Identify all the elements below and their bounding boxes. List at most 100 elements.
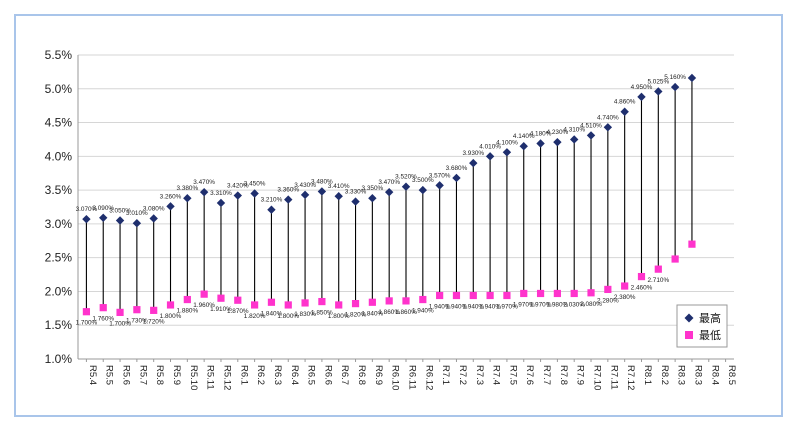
low-point bbox=[536, 289, 545, 298]
high-data-label: 3.310% bbox=[210, 190, 232, 197]
x-tick-label: R6.12 bbox=[423, 365, 434, 390]
low-point bbox=[688, 240, 696, 248]
low-data-label: 2.380% bbox=[614, 294, 636, 301]
high-data-label: 3.930% bbox=[462, 150, 484, 157]
low-data-label: 2.710% bbox=[647, 277, 669, 284]
y-tick-label: 3.0% bbox=[45, 217, 73, 231]
high-data-label: 3.210% bbox=[261, 197, 283, 204]
x-tick-label: R8.2 bbox=[659, 365, 670, 385]
high-point bbox=[670, 82, 680, 92]
low-point bbox=[335, 301, 343, 309]
x-tick-label: R7.3 bbox=[474, 365, 485, 385]
high-data-label: 3.680% bbox=[446, 165, 468, 172]
low-point bbox=[553, 289, 561, 298]
high-data-label: 4.950% bbox=[631, 84, 653, 91]
high-point bbox=[199, 187, 209, 197]
high-point bbox=[519, 142, 528, 151]
low-point bbox=[301, 299, 309, 307]
low-point bbox=[200, 290, 208, 298]
high-point bbox=[334, 191, 343, 201]
x-tick-label: R6.3 bbox=[272, 365, 283, 385]
high-point bbox=[435, 181, 444, 190]
high-data-label: 4.860% bbox=[614, 99, 636, 106]
low-point bbox=[503, 291, 511, 300]
low-data-label: 1.730% bbox=[126, 318, 148, 325]
x-tick-label: R5.9 bbox=[171, 365, 182, 385]
low-point bbox=[486, 291, 494, 300]
low-point bbox=[469, 291, 477, 300]
legend-high-label: 最高 bbox=[699, 311, 721, 325]
high-point bbox=[250, 189, 259, 198]
high-point bbox=[384, 187, 394, 197]
low-data-label: 1.940% bbox=[412, 308, 434, 315]
low-point bbox=[234, 296, 242, 304]
high-data-label: 4.180% bbox=[530, 130, 552, 137]
high-point bbox=[132, 219, 142, 228]
high-point bbox=[351, 197, 360, 206]
x-tick-label: R7.9 bbox=[575, 365, 586, 385]
high-point bbox=[115, 216, 125, 225]
y-tick-label: 4.0% bbox=[45, 149, 73, 163]
low-point bbox=[150, 306, 158, 314]
x-tick-label: R7.5 bbox=[507, 365, 518, 385]
x-tick-label: R6.7 bbox=[339, 365, 350, 385]
low-point bbox=[452, 291, 461, 300]
x-tick-label: R7.11 bbox=[608, 365, 619, 390]
high-data-label: 3.080% bbox=[143, 205, 165, 212]
high-point bbox=[586, 131, 596, 140]
y-tick-label: 5.5% bbox=[45, 48, 73, 62]
low-point bbox=[604, 285, 612, 294]
low-data-label: 1.870% bbox=[227, 308, 249, 315]
low-data-label: 1.850% bbox=[311, 310, 333, 317]
x-tick-label: R5.10 bbox=[188, 365, 199, 390]
x-tick-label: R8.3 bbox=[692, 365, 703, 385]
low-data-label: 1.830% bbox=[294, 311, 316, 318]
high-data-label: 3.350% bbox=[362, 185, 384, 192]
high-data-label: 4.740% bbox=[597, 114, 619, 121]
low-point bbox=[587, 289, 595, 297]
high-data-label: 5.025% bbox=[647, 78, 669, 85]
low-data-label: 2.030% bbox=[563, 301, 585, 308]
low-point bbox=[436, 291, 444, 300]
high-point bbox=[620, 107, 629, 116]
low-data-label: 1.820% bbox=[244, 313, 266, 320]
high-point bbox=[637, 92, 646, 102]
low-point bbox=[318, 297, 326, 306]
x-tick-label: R7.8 bbox=[558, 365, 569, 385]
high-point bbox=[183, 194, 192, 203]
high-point bbox=[216, 198, 226, 208]
high-data-label: 4.230% bbox=[547, 129, 569, 136]
x-tick-label: R8.5 bbox=[726, 365, 737, 385]
high-point bbox=[570, 135, 579, 144]
x-tick-label: R7.12 bbox=[625, 365, 636, 390]
high-point bbox=[317, 187, 327, 196]
legend bbox=[676, 304, 728, 348]
high-data-label: 3.090% bbox=[92, 205, 114, 212]
high-data-label: 3.260% bbox=[160, 193, 182, 200]
high-data-label: 3.470% bbox=[193, 179, 215, 186]
x-tick-label: R6.4 bbox=[289, 365, 300, 385]
low-data-label: 1.940% bbox=[479, 303, 501, 310]
high-data-label: 3.360% bbox=[277, 187, 299, 194]
x-tick-label: R7.6 bbox=[524, 365, 535, 385]
high-point bbox=[149, 214, 158, 223]
legend-low-marker bbox=[685, 331, 693, 339]
high-point bbox=[452, 173, 461, 183]
high-data-label: 3.050% bbox=[109, 208, 131, 215]
y-tick-label: 2.5% bbox=[45, 251, 73, 265]
low-data-label: 1.970% bbox=[496, 303, 518, 310]
high-point bbox=[166, 202, 175, 211]
high-data-label: 3.470% bbox=[378, 179, 400, 186]
high-point bbox=[82, 214, 91, 224]
x-tick-label: R7.1 bbox=[440, 365, 451, 385]
y-tick-label: 4.5% bbox=[45, 116, 73, 130]
high-data-label: 3.380% bbox=[176, 185, 198, 192]
chart: 1.0% 1.5% 2.0% 2.5% 3.0% 3.5% 4.0% 4.5% 5.0% 5.5%… bbox=[45, 48, 737, 390]
y-tick-label: 3.5% bbox=[45, 183, 73, 197]
x-tick-label: R6.10 bbox=[390, 365, 401, 390]
x-tick-label: R5.7 bbox=[137, 365, 148, 385]
high-point bbox=[603, 123, 613, 132]
y-tick-label: 1.0% bbox=[45, 352, 73, 366]
low-point bbox=[654, 265, 662, 273]
low-data-label: 1.700% bbox=[76, 320, 98, 327]
